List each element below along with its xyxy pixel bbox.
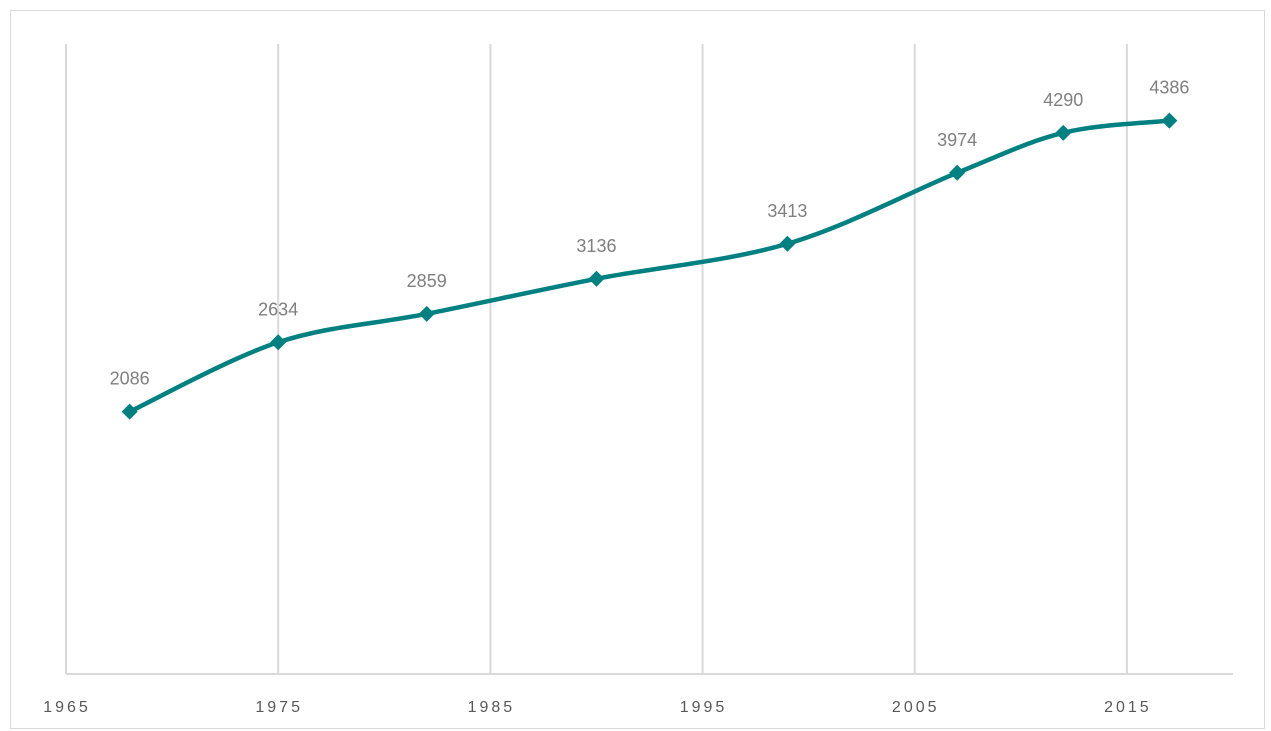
series-line xyxy=(127,118,1172,414)
x-tick-labels: 1965 1975 1985 1995 2005 2015 xyxy=(43,699,1152,716)
data-label: 2859 xyxy=(407,271,447,291)
x-tick-label: 2015 xyxy=(1104,699,1152,716)
x-tick-label: 1965 xyxy=(43,699,91,716)
data-point-marker xyxy=(949,164,966,181)
data-point-marker xyxy=(779,235,796,252)
data-label: 4290 xyxy=(1043,90,1083,110)
gridlines xyxy=(65,44,1128,674)
x-tick-label: 1975 xyxy=(255,699,303,716)
x-tick-label: 2005 xyxy=(892,699,940,716)
data-point-marker xyxy=(1055,124,1072,141)
data-label: 3974 xyxy=(937,130,977,150)
data-labels: 2086 2634 2859 3136 3413 3974 4290 4386 xyxy=(110,78,1190,389)
data-label: 2634 xyxy=(258,299,298,319)
data-label: 3413 xyxy=(767,201,807,221)
x-tick-label: 1985 xyxy=(468,699,516,716)
data-label: 3136 xyxy=(576,236,616,256)
data-label: 2086 xyxy=(110,369,150,389)
data-point-marker xyxy=(1161,112,1178,129)
series-markers xyxy=(121,112,1178,420)
data-point-marker xyxy=(121,403,138,420)
chart-frame xyxy=(10,10,1265,729)
data-point-marker xyxy=(270,334,287,351)
data-point-marker xyxy=(418,305,435,322)
data-point-marker xyxy=(588,270,605,287)
data-label: 4386 xyxy=(1149,78,1189,98)
x-tick-label: 1995 xyxy=(680,699,728,716)
